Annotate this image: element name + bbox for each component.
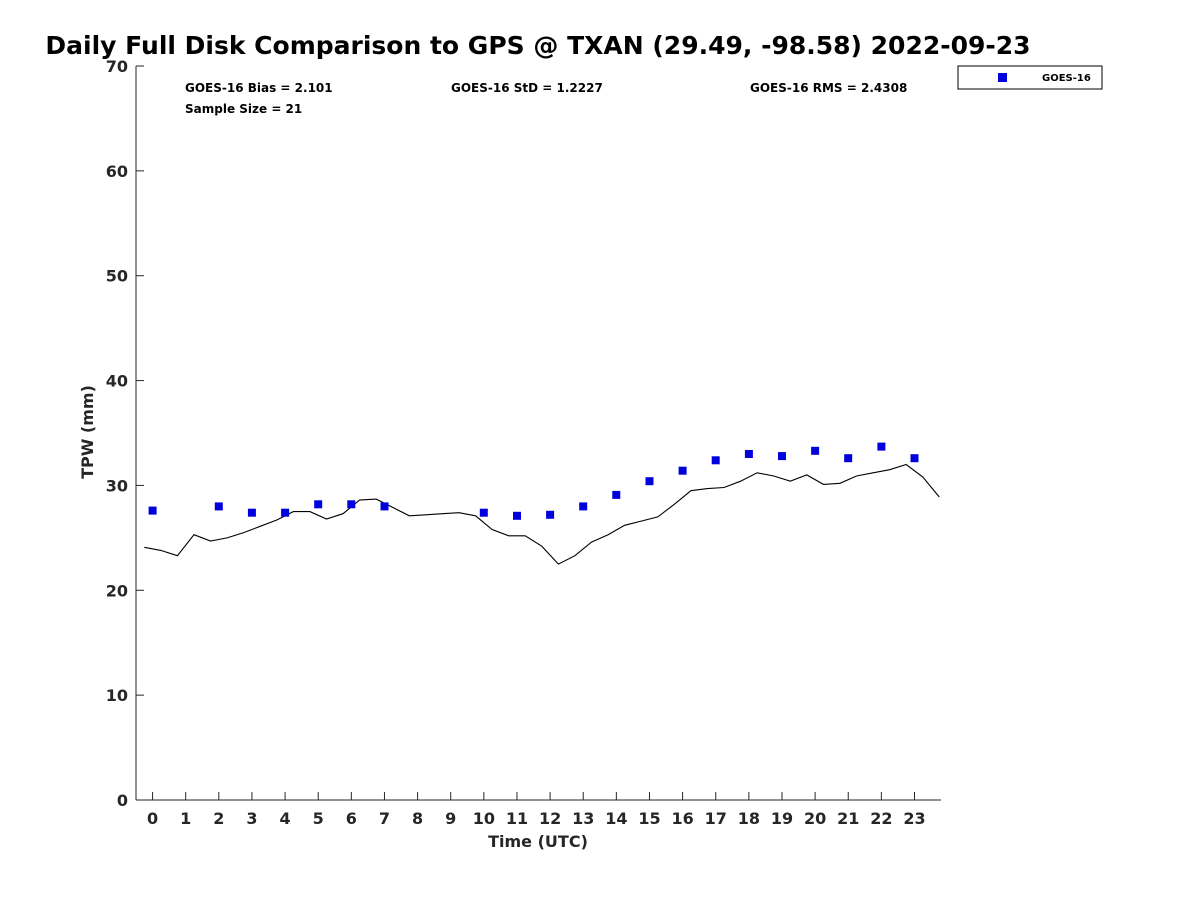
x-tick-label: 12: [539, 809, 561, 828]
y-tick-label: 40: [106, 372, 128, 391]
x-tick-label: 13: [572, 809, 594, 828]
x-tick-label: 15: [638, 809, 660, 828]
x-tick-label: 7: [379, 809, 390, 828]
goes16-point-series: [148, 442, 919, 520]
chart-title: Daily Full Disk Comparison to GPS @ TXAN…: [45, 31, 1030, 60]
x-tick-label: 8: [412, 809, 423, 828]
x-tick-label: 16: [671, 809, 693, 828]
x-tick-label: 11: [506, 809, 528, 828]
goes16-point: [479, 508, 488, 517]
goes16-point: [513, 511, 521, 520]
goes16-point: [778, 452, 786, 461]
axes: [135, 66, 941, 801]
goes16-point: [314, 500, 323, 509]
goes16-point: [247, 508, 256, 517]
y-tick-label: 70: [106, 57, 128, 76]
goes16-point: [380, 502, 389, 511]
gps-line: [144, 463, 940, 565]
x-tick-label: 18: [738, 809, 760, 828]
goes16-point: [678, 466, 687, 475]
y-tick-label: 60: [106, 162, 128, 181]
goes16-point: [711, 456, 720, 465]
x-tick-label: 21: [837, 809, 859, 828]
goes16-point: [844, 454, 853, 463]
legend-marker-goes16: [998, 73, 1007, 82]
goes16-point: [347, 500, 356, 509]
goes16-point: [148, 506, 157, 515]
goes16-point: [612, 490, 621, 499]
stat-bias: GOES-16 Bias = 2.101: [185, 81, 333, 95]
y-tick-label: 50: [106, 267, 128, 286]
goes16-point: [579, 502, 588, 511]
x-tick-label: 2: [213, 809, 224, 828]
goes16-point: [877, 442, 886, 451]
x-tick-label: 3: [246, 809, 257, 828]
x-tick-label: 10: [473, 809, 495, 828]
y-tick-label: 30: [106, 476, 128, 495]
x-tick-label: 19: [771, 809, 793, 828]
goes16-point: [811, 446, 820, 455]
x-tick-label: 4: [280, 809, 291, 828]
x-tick-label: 5: [313, 809, 324, 828]
goes16-point: [214, 502, 223, 511]
x-tick-label: 17: [705, 809, 727, 828]
legend-label-goes16: GOES-16: [1042, 73, 1091, 84]
goes16-point: [645, 477, 654, 486]
x-tick-label: 14: [605, 809, 627, 828]
y-tick-label: 0: [117, 791, 128, 810]
goes16-point: [546, 510, 555, 519]
y-tick-label: 10: [106, 686, 128, 705]
x-tick-label: 23: [903, 809, 925, 828]
goes16-point: [744, 450, 753, 458]
legend-box: [957, 65, 1103, 90]
x-axis-label: Time (UTC): [488, 832, 588, 851]
x-tick-label: 0: [147, 809, 158, 828]
x-tick-label: 1: [180, 809, 191, 828]
x-tick-label: 20: [804, 809, 826, 828]
x-tick-label: 6: [346, 809, 357, 828]
legend: GOES-16: [957, 65, 1103, 90]
stat-sample-size: Sample Size = 21: [185, 102, 302, 116]
stat-std: GOES-16 StD = 1.2227: [451, 81, 603, 95]
gps-line-series: [144, 463, 940, 565]
y-tick-label: 20: [106, 581, 128, 600]
y-axis-label: TPW (mm): [78, 385, 97, 479]
stat-rms: GOES-16 RMS = 2.4308: [750, 81, 907, 95]
goes16-point: [281, 508, 290, 517]
goes16-point: [910, 454, 919, 463]
x-tick-label: 9: [445, 809, 456, 828]
x-tick-label: 22: [870, 809, 892, 828]
